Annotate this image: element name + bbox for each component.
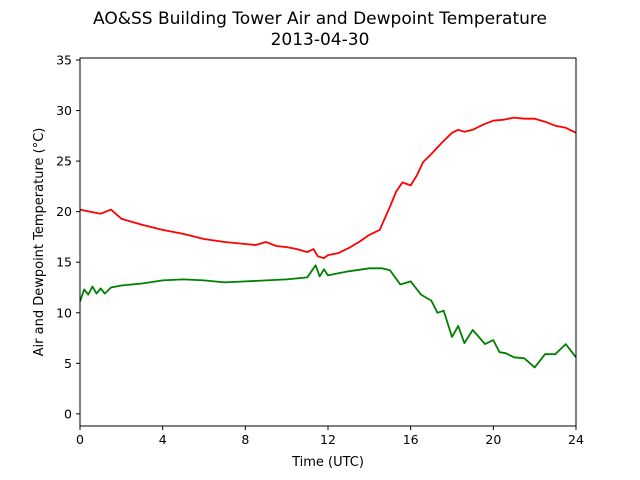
x-axis-label: Time (UTC) — [291, 455, 364, 470]
y-tick-label: 15 — [56, 255, 72, 270]
chart-title: AO&SS Building Tower Air and Dewpoint Te… — [93, 9, 547, 29]
chart-subtitle: 2013-04-30 — [271, 30, 370, 50]
y-tick-label: 5 — [64, 356, 72, 371]
x-tick-label: 12 — [320, 432, 336, 447]
x-tick-label: 8 — [241, 432, 249, 447]
series-layer — [79, 116, 577, 369]
x-tick-label: 4 — [159, 432, 167, 447]
y-tick-label: 10 — [56, 305, 72, 320]
y-tick-label: 20 — [56, 204, 72, 219]
x-tick-label: 20 — [485, 432, 501, 447]
series-line-2 — [79, 264, 577, 369]
plot-frame — [79, 57, 577, 427]
series-line-1 — [79, 116, 577, 260]
y-tick-label: 30 — [56, 103, 72, 118]
x-tick-label: 0 — [76, 432, 84, 447]
y-tick-label: 25 — [56, 154, 72, 169]
ticks-layer: 0 4 8 12 16 20 24 0 5 10 15 20 25 30 35 — [56, 53, 584, 447]
y-tick-label: 35 — [56, 53, 72, 68]
y-axis-label: Air and Dewpoint Temperature (°C) — [32, 128, 47, 357]
x-tick-label: 24 — [568, 432, 584, 447]
x-tick-label: 16 — [403, 432, 419, 447]
y-tick-label: 0 — [64, 406, 72, 421]
plot-area: 0 4 8 12 16 20 24 0 5 10 15 20 25 30 35 — [56, 53, 584, 447]
